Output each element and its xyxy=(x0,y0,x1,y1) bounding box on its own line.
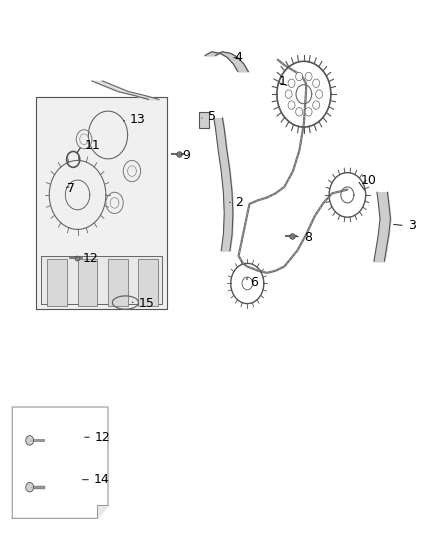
Bar xyxy=(78,259,97,306)
Bar xyxy=(47,259,67,306)
Polygon shape xyxy=(97,505,108,519)
Bar xyxy=(108,259,127,306)
Circle shape xyxy=(296,72,303,81)
Text: 6: 6 xyxy=(251,276,258,289)
Circle shape xyxy=(288,101,295,109)
Polygon shape xyxy=(12,407,108,519)
Text: 4: 4 xyxy=(234,51,242,63)
Polygon shape xyxy=(41,256,162,304)
Circle shape xyxy=(316,90,322,99)
Text: 5: 5 xyxy=(208,110,215,124)
Bar xyxy=(198,112,209,127)
Circle shape xyxy=(285,90,292,99)
Circle shape xyxy=(305,108,312,116)
Text: 2: 2 xyxy=(236,196,244,209)
Text: 12: 12 xyxy=(95,431,111,444)
Text: 7: 7 xyxy=(67,182,74,195)
Text: 14: 14 xyxy=(94,473,110,486)
Circle shape xyxy=(313,79,320,87)
Text: 15: 15 xyxy=(138,297,154,310)
Text: 10: 10 xyxy=(360,174,376,187)
Text: 9: 9 xyxy=(182,149,190,161)
Circle shape xyxy=(313,101,320,109)
Circle shape xyxy=(26,482,34,492)
Polygon shape xyxy=(36,97,167,309)
Text: 11: 11 xyxy=(85,139,101,152)
Bar xyxy=(138,259,158,306)
Circle shape xyxy=(288,79,295,87)
Text: 8: 8 xyxy=(304,231,312,244)
Circle shape xyxy=(26,435,34,445)
Circle shape xyxy=(296,108,303,116)
Text: 1: 1 xyxy=(279,76,287,88)
Text: 12: 12 xyxy=(83,252,99,264)
Text: 3: 3 xyxy=(408,219,416,232)
Circle shape xyxy=(305,72,312,81)
Text: 13: 13 xyxy=(130,112,145,126)
